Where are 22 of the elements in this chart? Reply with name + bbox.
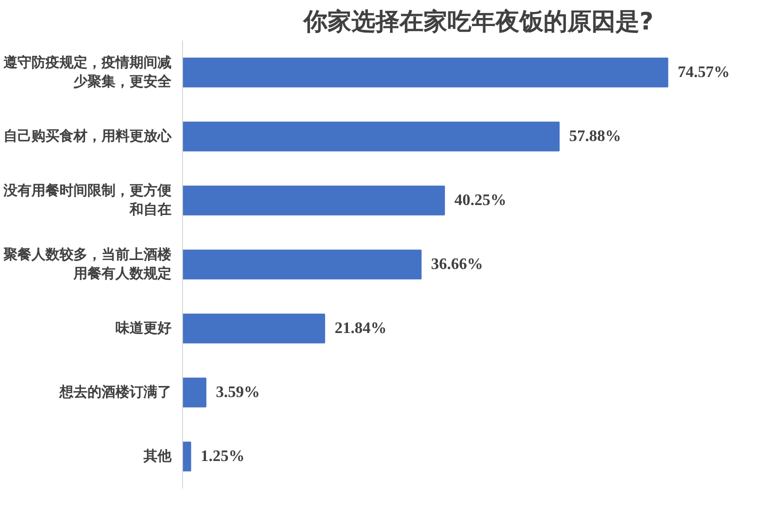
bar — [182, 186, 445, 216]
data-label: 21.84% — [334, 320, 387, 337]
y-tick-label: 想去的酒楼订满了 — [58, 384, 172, 400]
data-label: 1.25% — [200, 448, 245, 465]
y-tick-label: 其他 — [142, 448, 172, 464]
bar — [182, 58, 668, 88]
y-tick-label: 没有用餐时间限制，更方便和自在 — [2, 182, 172, 218]
bar — [182, 122, 560, 152]
y-tick-label: 味道更好 — [116, 320, 172, 336]
data-label: 40.25% — [454, 192, 506, 209]
chart-title: 你家选择在家吃年夜饭的原因是? — [302, 8, 654, 36]
y-tick-label: 聚餐人数较多，当前上酒楼用餐有人数规定 — [2, 246, 172, 282]
y-tick-label: 自己购买食材，用料更放心 — [4, 128, 172, 144]
data-label: 74.57% — [678, 64, 730, 81]
bar — [182, 250, 422, 280]
data-label: 57.88% — [569, 128, 622, 145]
data-label: 3.59% — [216, 384, 260, 401]
bar — [182, 378, 206, 408]
data-label: 36.66% — [431, 256, 484, 273]
bar — [182, 314, 326, 344]
y-tick-label: 遵守防疫规定，疫情期间减少聚集，更安全 — [2, 54, 172, 90]
bar — [182, 442, 192, 472]
